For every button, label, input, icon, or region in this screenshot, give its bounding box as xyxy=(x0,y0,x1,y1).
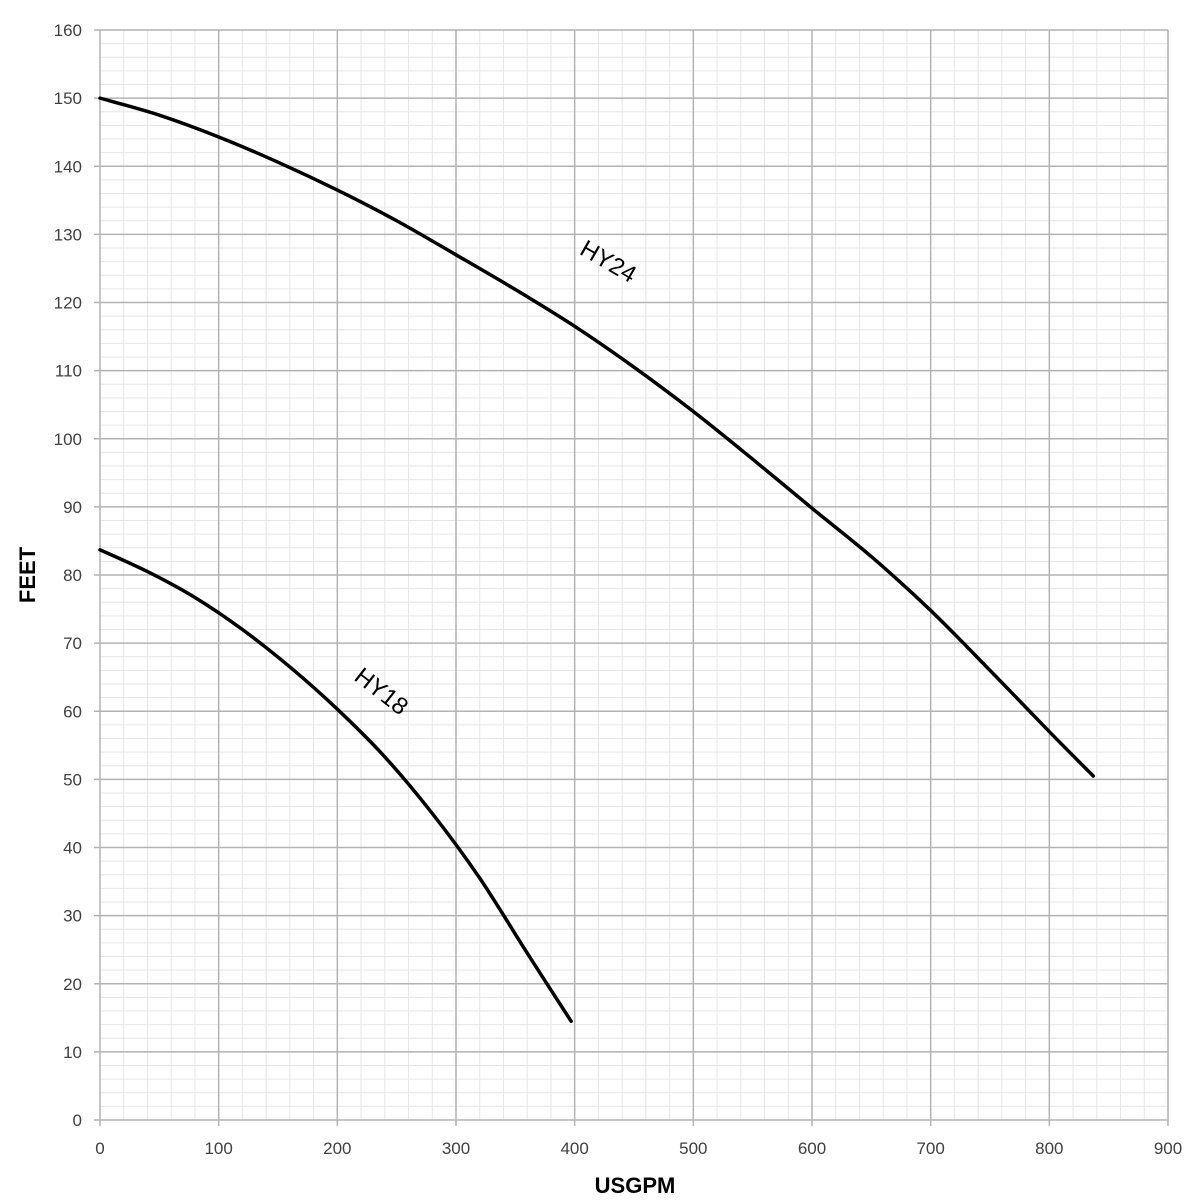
y-tick-label: 130 xyxy=(54,225,82,244)
x-tick-label: 200 xyxy=(323,1139,351,1158)
x-tick-label: 400 xyxy=(560,1139,588,1158)
y-tick-label: 80 xyxy=(63,566,82,585)
curve-label-hy18: HY18 xyxy=(349,663,413,721)
x-tick-label: 900 xyxy=(1154,1139,1182,1158)
y-tick-label: 110 xyxy=(55,362,82,381)
series-curves xyxy=(98,96,1095,1023)
y-tick-label: 10 xyxy=(63,1043,82,1062)
y-tick-label: 120 xyxy=(54,294,82,313)
x-tick-label: 100 xyxy=(204,1139,232,1158)
x-tick-label: 0 xyxy=(95,1139,104,1158)
x-tick-label: 700 xyxy=(916,1139,944,1158)
x-axis-ticks: 0 100 200 300 400 500 600 700 800 900 xyxy=(95,1139,1182,1158)
y-tick-label: 40 xyxy=(63,839,82,858)
x-axis-title: USGPM xyxy=(595,1173,676,1198)
x-tick-label: 500 xyxy=(679,1139,707,1158)
y-tick-label: 50 xyxy=(63,770,82,789)
y-tick-label: 20 xyxy=(63,975,82,994)
y-tick-label: 90 xyxy=(63,498,82,517)
x-tick-label: 600 xyxy=(798,1139,826,1158)
y-tick-label: 100 xyxy=(54,430,82,449)
y-tick-label: 0 xyxy=(73,1111,82,1130)
y-axis-ticks: 0 10 20 30 40 50 60 70 80 90 100 110 120 130 140 150 160 xyxy=(54,21,82,1130)
y-tick-label: 160 xyxy=(54,21,82,40)
y-tick-label: 60 xyxy=(63,702,82,721)
y-tick-label: 150 xyxy=(54,89,82,108)
series-line-hy24 xyxy=(98,96,1095,778)
x-tick-label: 800 xyxy=(1035,1139,1063,1158)
curve-annotations: HY24 HY18 xyxy=(349,235,641,721)
series-line-hy18 xyxy=(98,548,573,1023)
y-tick-label: 30 xyxy=(63,907,82,926)
y-tick-label: 140 xyxy=(54,157,82,176)
y-tick-label: 70 xyxy=(63,634,82,653)
y-axis-title: FEET xyxy=(15,546,40,603)
curve-label-hy24: HY24 xyxy=(575,235,641,288)
x-tick-label: 300 xyxy=(442,1139,470,1158)
major-gridlines xyxy=(94,29,1169,1126)
